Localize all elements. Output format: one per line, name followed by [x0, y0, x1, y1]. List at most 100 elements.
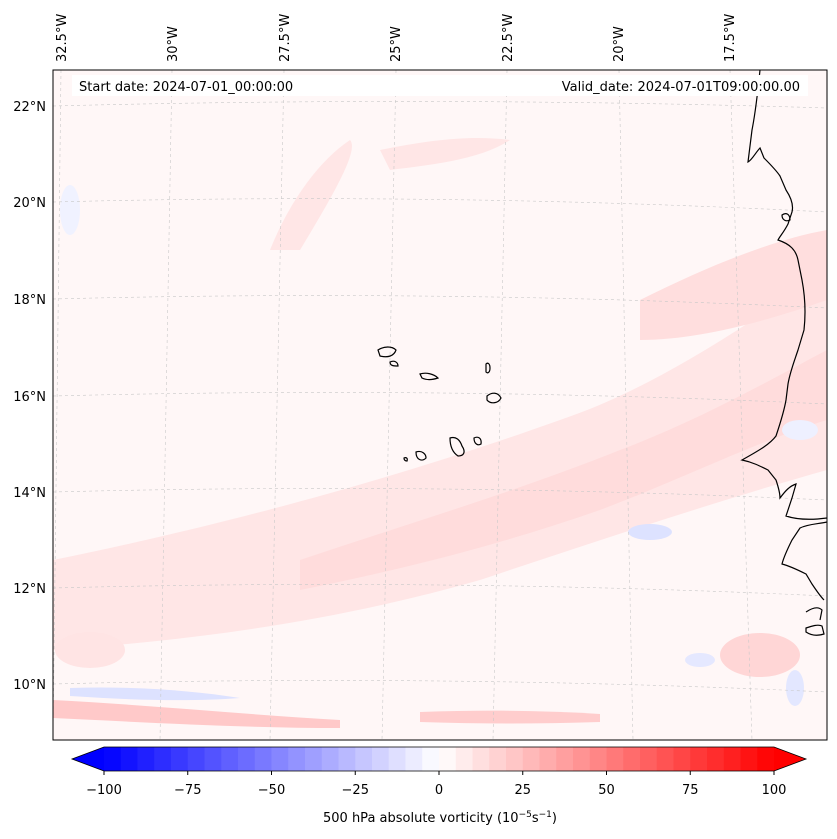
latitude-labels: 22°N 20°N 18°N 16°N 14°N 12°N 10°N: [13, 100, 46, 693]
colorbar-swatch: [455, 747, 473, 771]
lon-label-32.5w: 32.5°W: [55, 14, 70, 62]
vorticity-band-red-inner: [300, 350, 827, 590]
lon-label-25w: 25°W: [389, 26, 404, 62]
vorticity-streak-north-2: [380, 138, 510, 170]
colorbar-swatch: [137, 747, 155, 771]
gridline-lon-20: [618, 70, 634, 740]
colorbar-swatch: [606, 747, 624, 771]
vorticity-band-red: [53, 270, 827, 650]
island-sal: [485, 362, 491, 374]
colorbar-swatch: [690, 747, 708, 771]
gridline-lon-25: [381, 70, 397, 740]
vorticity-blue-spot-4: [60, 185, 80, 235]
colorbar-swatch: [589, 747, 607, 771]
colorbar-swatch: [271, 747, 289, 771]
colorbar-swatch: [204, 747, 222, 771]
lat-label-16n: 16°N: [13, 390, 46, 405]
colorbar-swatch: [623, 747, 641, 771]
colorbar-swatch: [472, 747, 490, 771]
colorbar-swatch: [388, 747, 406, 771]
colorbar-tick-label: −50: [258, 783, 285, 798]
africa-coastline: [740, 70, 827, 520]
lat-label-12n: 12°N: [13, 582, 46, 597]
colorbar-swatch: [522, 747, 540, 771]
island-fogo: [415, 450, 427, 461]
coastlines: [377, 70, 827, 636]
lon-label-17.5w: 17.5°W: [723, 14, 738, 62]
canary-island: [781, 213, 791, 222]
header-box: [72, 75, 808, 96]
vorticity-blue-streak-south: [70, 687, 240, 701]
colorbar-swatch: [422, 747, 440, 771]
colorbar-swatch: [556, 747, 574, 771]
gridline-lon-32.5: [53, 70, 62, 740]
island-brava: [403, 457, 408, 462]
colorbar-tick-label: 25: [514, 783, 531, 798]
gridline-lon-30: [159, 70, 173, 740]
colorbar-swatch: [187, 747, 205, 771]
colorbar-swatch: [757, 747, 775, 771]
colorbar-swatch: [221, 747, 239, 771]
colorbar-swatch: [640, 747, 658, 771]
colorbar-ticks: −100 −75 −50 −25 0 25 50 75 100: [86, 771, 786, 798]
vorticity-field-shading: [53, 138, 827, 728]
colorbar-swatch: [656, 747, 674, 771]
gridline-lat-12: [53, 584, 827, 597]
colorbar-swatch: [288, 747, 306, 771]
vorticity-blue-spot-1: [628, 524, 672, 540]
gridline-lat-20: [53, 198, 827, 213]
colorbar-swatch: [154, 747, 172, 771]
colorbar-swatch: [673, 747, 691, 771]
gridline-lat-18: [53, 295, 827, 309]
map-frame: [52, 69, 828, 741]
colorbar: −100 −75 −50 −25 0 25 50 75 100 500 hPa absolute…: [70, 746, 808, 826]
gridline-lat-22: [53, 101, 827, 109]
colorbar-swatch: [104, 747, 122, 771]
lat-label-18n: 18°N: [13, 293, 46, 308]
colorbar-swatch: [506, 747, 524, 771]
colorbar-extend-max: [774, 747, 806, 771]
island-maio: [473, 436, 482, 446]
colorbar-tick-label: −25: [342, 783, 369, 798]
gridline-lon-27.5: [269, 70, 285, 740]
colorbar-label: 500 hPa absolute vorticity (10−5s−1): [323, 810, 557, 826]
colorbar-swatches: [72, 747, 806, 771]
colorbar-swatch: [355, 747, 373, 771]
lat-label-14n: 14°N: [13, 486, 46, 501]
lon-label-22.5w: 22.5°W: [501, 14, 516, 62]
island-sao-nicolau: [419, 372, 440, 381]
colorbar-swatch: [707, 747, 725, 771]
vorticity-coast-red: [640, 230, 827, 340]
lat-label-10n: 10°N: [13, 678, 46, 693]
africa-coastline-south: [781, 521, 827, 636]
vorticity-south-red-spot: [720, 633, 800, 677]
gridline-lat-10: [53, 680, 827, 693]
colorbar-swatch: [238, 747, 256, 771]
colorbar-tick-label: 100: [762, 783, 787, 798]
vorticity-blue-spot-3: [685, 653, 715, 667]
colorbar-swatch: [321, 747, 339, 771]
colorbar-tick-label: 75: [682, 783, 699, 798]
vorticity-streak-north: [270, 140, 352, 250]
gridline-lat-14: [53, 488, 827, 501]
colorbar-extend-min: [72, 747, 104, 771]
vorticity-blue-spot-5: [782, 420, 818, 440]
colorbar-tick-label: −75: [174, 783, 201, 798]
colorbar-swatch: [120, 747, 138, 771]
colorbar-swatch: [539, 747, 557, 771]
colorbar-tick-label: −100: [86, 783, 122, 798]
colorbar-swatch: [372, 747, 390, 771]
vorticity-south-band-2: [420, 710, 600, 724]
colorbar-swatch: [171, 747, 189, 771]
island-boa-vista: [486, 392, 502, 404]
vorticity-blue-spot-2: [786, 670, 804, 706]
colorbar-swatch: [338, 747, 356, 771]
lat-label-22n: 22°N: [13, 100, 46, 115]
vorticity-south-west-spot: [55, 632, 125, 668]
colorbar-swatch: [405, 747, 423, 771]
island-sao-vicente: [389, 360, 399, 367]
gridline-lon-17.5: [729, 70, 753, 740]
graticule: [53, 70, 827, 740]
colorbar-swatch: [573, 747, 591, 771]
